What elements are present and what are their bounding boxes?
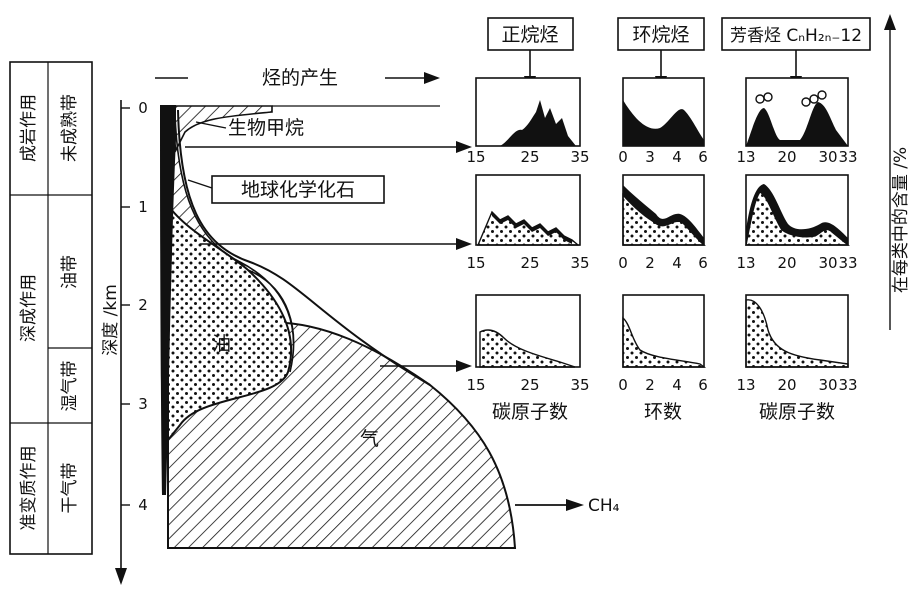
r3c1-xlabel: 碳原子数	[492, 401, 568, 423]
r1c2-tick-6: 6	[698, 148, 708, 166]
mini-chart-r2-c3: 13 20 30 33	[736, 175, 857, 272]
r3c3-tick-13: 13	[736, 376, 755, 394]
r3c2-tick-4: 4	[672, 376, 682, 394]
r1c3-tick-30: 30	[818, 148, 837, 166]
generation-profile	[160, 105, 515, 548]
zone-immature: 未成熟带	[59, 94, 80, 162]
r3c2-tick-6: 6	[698, 376, 708, 394]
stage-diagenesis: 成岩作用	[19, 94, 39, 162]
mini-chart-r1-c3: 13 20 30 33	[736, 78, 857, 166]
header-n-alkanes: 正烷烃	[501, 24, 558, 46]
depth-tick-0: 0	[138, 99, 148, 117]
mini-chart-r1-c2: 0 3 4 6	[618, 78, 708, 166]
zone-dry-gas: 干气带	[60, 463, 80, 514]
stage-table: 成岩作用 深成作用 准变质作用 未成熟带 油带 湿气带 干气带	[10, 62, 92, 554]
r3c3-xlabel: 碳原子数	[759, 401, 835, 423]
r3c3-tick-30: 30	[818, 376, 837, 394]
depth-axis: 0 1 2 3 4 深度 /km	[101, 99, 148, 585]
r3c2-tick-2: 2	[645, 376, 655, 394]
r3c3-tick-20: 20	[777, 376, 796, 394]
r2c3-tick-13: 13	[736, 254, 755, 272]
depth-tick-4: 4	[138, 496, 148, 514]
r1c3-tick-33: 33	[838, 148, 857, 166]
geochem-fossil-label: 地球化学化石	[241, 179, 355, 201]
r2c1-tick-15: 15	[466, 254, 485, 272]
depth-tick-2: 2	[138, 296, 148, 314]
generation-label: 烃的产生	[262, 67, 338, 89]
mini-chart-r3-c3: 13 20 30 33 碳原子数	[736, 295, 857, 423]
depth-tick-3: 3	[138, 395, 148, 413]
r3c1-tick-15: 15	[466, 376, 485, 394]
r1c3-tick-13: 13	[736, 148, 755, 166]
gas-label: 气	[360, 428, 379, 450]
r2c3-tick-33: 33	[838, 254, 857, 272]
mini-chart-r2-c1: 15 25 35	[466, 175, 589, 272]
ch4-label: CH₄	[588, 496, 620, 516]
r2c1-tick-25: 25	[520, 254, 539, 272]
oil-label: 油	[212, 333, 231, 355]
r3c1-tick-25: 25	[520, 376, 539, 394]
r2c3-tick-20: 20	[777, 254, 796, 272]
r2c1-tick-35: 35	[570, 254, 589, 272]
zone-oil: 油带	[60, 255, 80, 289]
stage-metagenesis: 准变质作用	[19, 446, 39, 531]
generation-header: 烃的产生	[155, 67, 440, 89]
r1c3-tick-20: 20	[777, 148, 796, 166]
depth-tick-1: 1	[138, 198, 148, 216]
mini-chart-r3-c1: 15 25 35 碳原子数	[466, 295, 589, 423]
depth-axis-label: 深度 /km	[101, 284, 121, 356]
r2c2-tick-6: 6	[698, 254, 708, 272]
r1c1-tick-35: 35	[570, 148, 589, 166]
r2c2-tick-4: 4	[672, 254, 682, 272]
right-axis-label: 在每类中的含量 /%	[891, 147, 911, 293]
r1c1-tick-15: 15	[466, 148, 485, 166]
mini-chart-r2-c2: 0 2 4 6	[618, 175, 708, 272]
mini-chart-r3-c2: 0 2 4 6 环数	[618, 295, 708, 423]
r2c3-tick-30: 30	[818, 254, 837, 272]
r3c2-xlabel: 环数	[644, 401, 682, 423]
header-aromatics: 芳香烃 CₙH₂ₙ₋12	[730, 26, 862, 46]
r3c1-tick-35: 35	[570, 376, 589, 394]
r1c2-tick-4: 4	[672, 148, 682, 166]
r3c3-tick-33: 33	[838, 376, 857, 394]
r1c2-tick-0: 0	[618, 148, 628, 166]
r2c2-tick-0: 0	[618, 254, 628, 272]
r3c2-tick-0: 0	[618, 376, 628, 394]
mini-chart-r1-c1: 15 25 35	[466, 78, 589, 166]
header-cycloalkanes: 环烷烃	[632, 24, 689, 46]
r1c2-tick-3: 3	[645, 148, 655, 166]
zone-wet-gas: 湿气带	[60, 361, 80, 412]
r2c2-tick-2: 2	[645, 254, 655, 272]
r1c1-tick-25: 25	[520, 148, 539, 166]
stage-catagenesis: 深成作用	[19, 274, 39, 342]
biomethane-label: 生物甲烷	[228, 117, 304, 139]
